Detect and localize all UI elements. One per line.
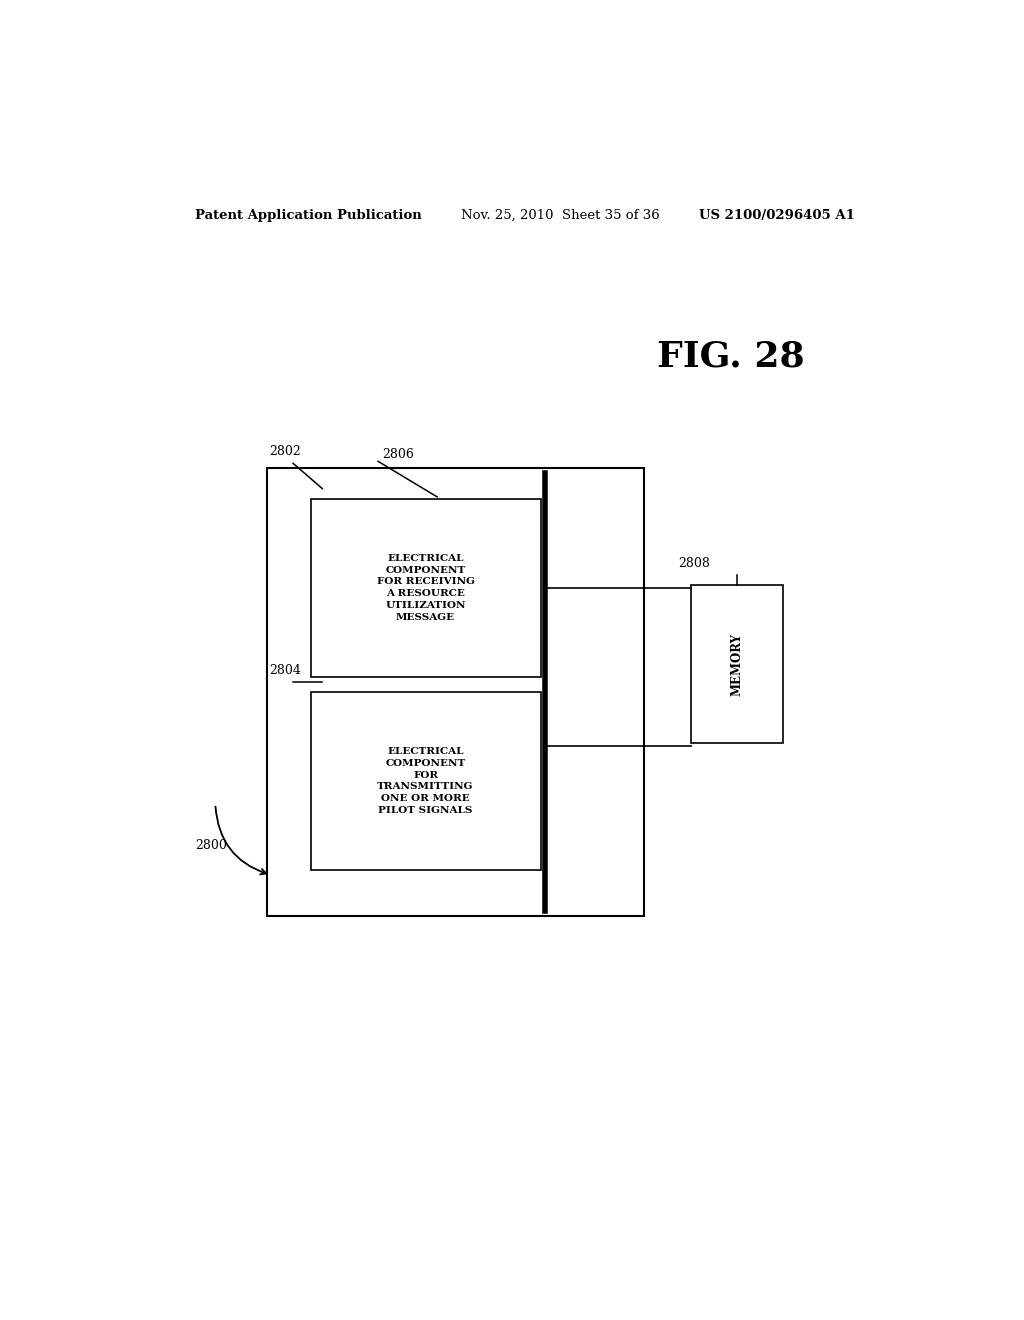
Bar bbox=[310, 692, 541, 870]
Bar bbox=[310, 499, 541, 677]
Text: ELECTRICAL
COMPONENT
FOR
TRANSMITTING
ONE OR MORE
PILOT SIGNALS: ELECTRICAL COMPONENT FOR TRANSMITTING ON… bbox=[378, 747, 474, 814]
Text: 2804: 2804 bbox=[269, 664, 301, 677]
Bar bbox=[691, 585, 782, 743]
Text: FIG. 28: FIG. 28 bbox=[657, 339, 805, 374]
Text: US 2100/0296405 A1: US 2100/0296405 A1 bbox=[699, 209, 855, 222]
Text: 2808: 2808 bbox=[678, 557, 710, 570]
Text: ELECTRICAL
COMPONENT
FOR RECEIVING
A RESOURCE
UTILIZATION
MESSAGE: ELECTRICAL COMPONENT FOR RECEIVING A RES… bbox=[377, 554, 474, 622]
Text: 2800: 2800 bbox=[196, 840, 227, 853]
Bar bbox=[267, 469, 644, 916]
Text: Patent Application Publication: Patent Application Publication bbox=[196, 209, 422, 222]
Text: Nov. 25, 2010  Sheet 35 of 36: Nov. 25, 2010 Sheet 35 of 36 bbox=[461, 209, 660, 222]
Text: 2802: 2802 bbox=[269, 445, 301, 458]
Text: 2806: 2806 bbox=[382, 449, 414, 461]
Text: MEMORY: MEMORY bbox=[730, 632, 743, 696]
